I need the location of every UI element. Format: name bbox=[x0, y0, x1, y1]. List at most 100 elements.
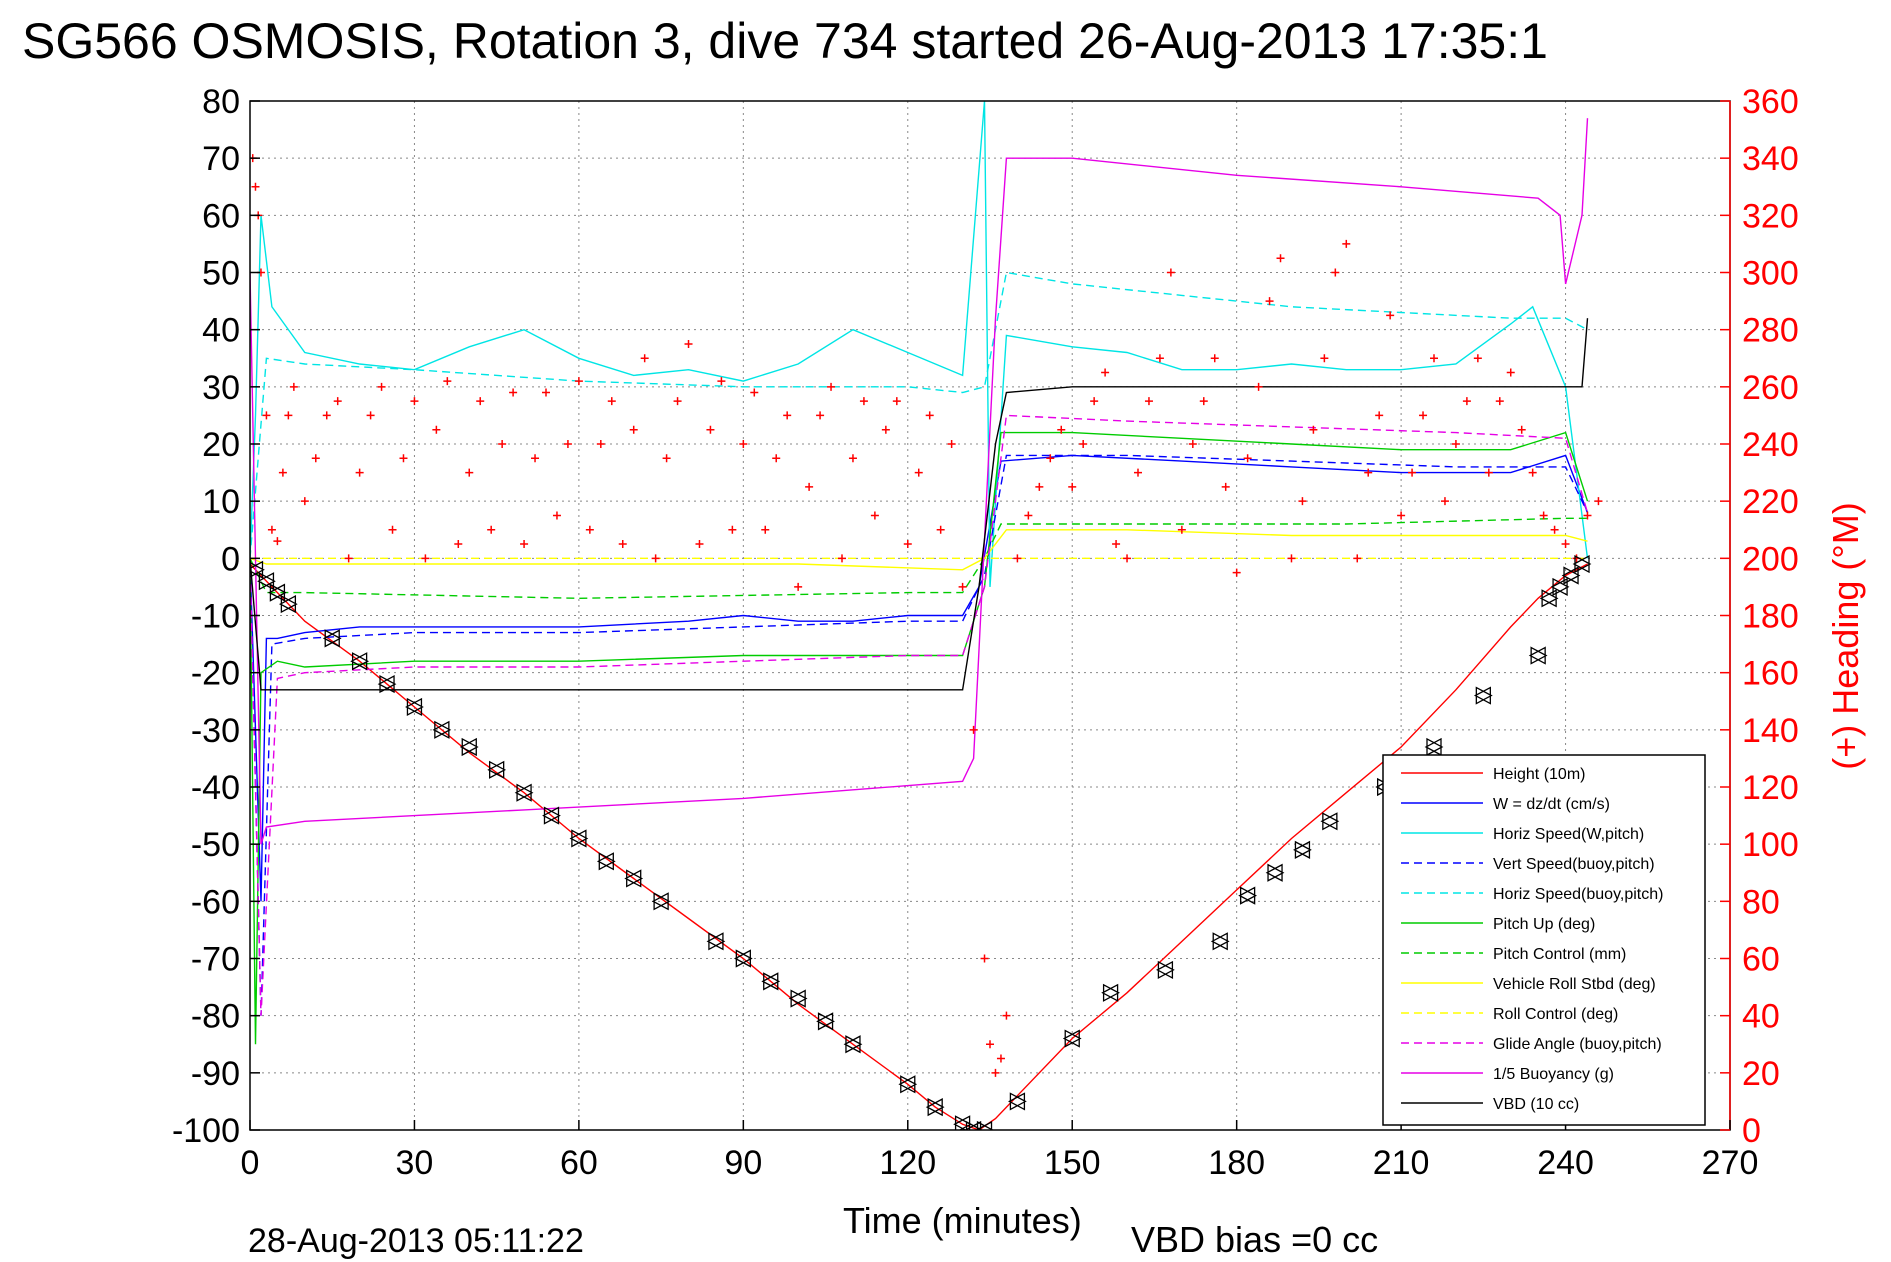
heading-marker bbox=[947, 440, 956, 448]
heading-marker bbox=[1583, 511, 1592, 520]
y-tick-label: -10 bbox=[191, 598, 240, 636]
heading-marker bbox=[1320, 354, 1329, 363]
y-tick-label: 50 bbox=[202, 255, 240, 293]
heading-marker bbox=[1287, 554, 1296, 563]
dive-marker bbox=[1424, 737, 1444, 757]
x-tick-label: 120 bbox=[879, 1144, 936, 1182]
heading-marker bbox=[805, 482, 814, 491]
y-axis-right-ticks: 3603403203002802602402202001801601401201… bbox=[1720, 83, 1799, 1150]
gridlines bbox=[250, 101, 1730, 1130]
y-tick-label: -100 bbox=[172, 1112, 240, 1150]
y-tick-label: 70 bbox=[202, 140, 240, 178]
legend-label: Vehicle Roll Stbd (deg) bbox=[1493, 976, 1656, 993]
y-right-tick-label: 80 bbox=[1742, 883, 1780, 921]
heading-marker bbox=[969, 725, 978, 734]
series-line-4 bbox=[250, 271, 1588, 559]
y-tick-label: -50 bbox=[191, 826, 240, 864]
dive-marker bbox=[514, 783, 534, 802]
dive-marker bbox=[1293, 840, 1312, 859]
heading-marker bbox=[476, 397, 485, 406]
x-axis-label: Time (minutes) bbox=[843, 1200, 1082, 1241]
dive-marker bbox=[1473, 686, 1493, 705]
heading-marker bbox=[262, 411, 271, 420]
heading-marker bbox=[673, 397, 682, 406]
heading-marker bbox=[498, 440, 507, 448]
heading-marker bbox=[278, 468, 287, 477]
dive-marker bbox=[1561, 566, 1581, 585]
y-right-tick-label: 140 bbox=[1742, 712, 1799, 750]
dive-marker bbox=[925, 1098, 945, 1117]
heading-marker bbox=[1517, 425, 1526, 434]
heading-marker bbox=[1002, 1011, 1011, 1020]
legend-label: Glide Angle (buoy,pitch) bbox=[1493, 1036, 1662, 1053]
heading-marker bbox=[1386, 311, 1395, 320]
legend-label: VBD (10 cc) bbox=[1493, 1096, 1579, 1113]
series-line-3 bbox=[250, 454, 1589, 1016]
x-tick-label: 90 bbox=[724, 1144, 762, 1182]
heading-marker bbox=[1013, 554, 1022, 563]
heading-marker bbox=[925, 411, 934, 420]
y-right-tick-label: 340 bbox=[1742, 140, 1799, 178]
dive-marker bbox=[1572, 554, 1592, 574]
y-tick-label: -80 bbox=[191, 998, 240, 1036]
x-axis-ticks: 0 30 60 90 120 150 180 210 240 270 bbox=[241, 1120, 1759, 1182]
legend-label: Roll Control (deg) bbox=[1493, 1006, 1618, 1023]
heading-marker bbox=[761, 525, 770, 534]
heading-marker bbox=[1528, 468, 1537, 477]
heading-marker bbox=[1035, 482, 1044, 491]
heading-marker bbox=[1397, 511, 1406, 520]
dive-marker bbox=[432, 720, 452, 739]
y-right-tick-label: 320 bbox=[1742, 197, 1799, 235]
heading-marker bbox=[903, 540, 912, 549]
heading-marker bbox=[816, 411, 825, 420]
heading-marker bbox=[355, 468, 364, 477]
dive-marker bbox=[1550, 577, 1570, 597]
heading-marker bbox=[1068, 482, 1077, 491]
legend-box bbox=[1382, 754, 1706, 1126]
dive-marker bbox=[596, 852, 616, 871]
y-tick-label: -30 bbox=[191, 712, 240, 750]
x-tick-label: 150 bbox=[1044, 1144, 1101, 1182]
heading-marker bbox=[1276, 254, 1285, 263]
x-tick-label: 270 bbox=[1702, 1144, 1759, 1182]
heading-marker bbox=[1079, 440, 1088, 448]
dive-marker bbox=[898, 1075, 918, 1094]
dive-marker bbox=[1062, 1029, 1082, 1048]
dive-marker bbox=[761, 972, 781, 991]
heading-marker bbox=[1144, 397, 1153, 406]
y-right-tick-label: 240 bbox=[1742, 426, 1799, 464]
dive-marker bbox=[257, 572, 276, 591]
heading-marker bbox=[695, 540, 704, 549]
y-tick-label: -60 bbox=[191, 883, 240, 921]
heading-marker bbox=[717, 377, 726, 386]
heading-marker bbox=[1123, 554, 1132, 563]
heading-marker bbox=[1440, 497, 1449, 506]
x-tick-label: 210 bbox=[1373, 1144, 1430, 1182]
heading-marker bbox=[1134, 468, 1142, 477]
dive-marker bbox=[405, 697, 424, 717]
heading-marker bbox=[1506, 368, 1515, 377]
heading-marker bbox=[1375, 411, 1384, 420]
heading-marker bbox=[1265, 297, 1274, 306]
heading-marker bbox=[1166, 268, 1175, 277]
y-tick-label: 60 bbox=[202, 197, 240, 235]
y-right-tick-label: 200 bbox=[1742, 540, 1799, 578]
heading-marker bbox=[1419, 411, 1428, 420]
dive-marker bbox=[569, 829, 589, 848]
dive-marker bbox=[788, 989, 808, 1008]
heading-marker bbox=[827, 382, 836, 391]
dive-marker bbox=[624, 869, 644, 888]
dive-marker bbox=[1320, 812, 1340, 831]
heading-marker bbox=[289, 382, 298, 391]
y-tick-label: 30 bbox=[202, 369, 240, 407]
heading-marker bbox=[509, 388, 518, 397]
legend-label: Horiz Speed(W,pitch) bbox=[1493, 826, 1644, 843]
legend-label: Horiz Speed(buoy,pitch) bbox=[1493, 886, 1663, 903]
y-right-tick-label: 0 bbox=[1742, 1112, 1761, 1150]
heading-marker bbox=[284, 411, 293, 420]
heading-marker bbox=[914, 468, 923, 477]
x-tick-label: 180 bbox=[1208, 1144, 1265, 1182]
heading-marker bbox=[1057, 425, 1066, 434]
legend-label: W = dz/dt (cm/s) bbox=[1493, 796, 1610, 813]
